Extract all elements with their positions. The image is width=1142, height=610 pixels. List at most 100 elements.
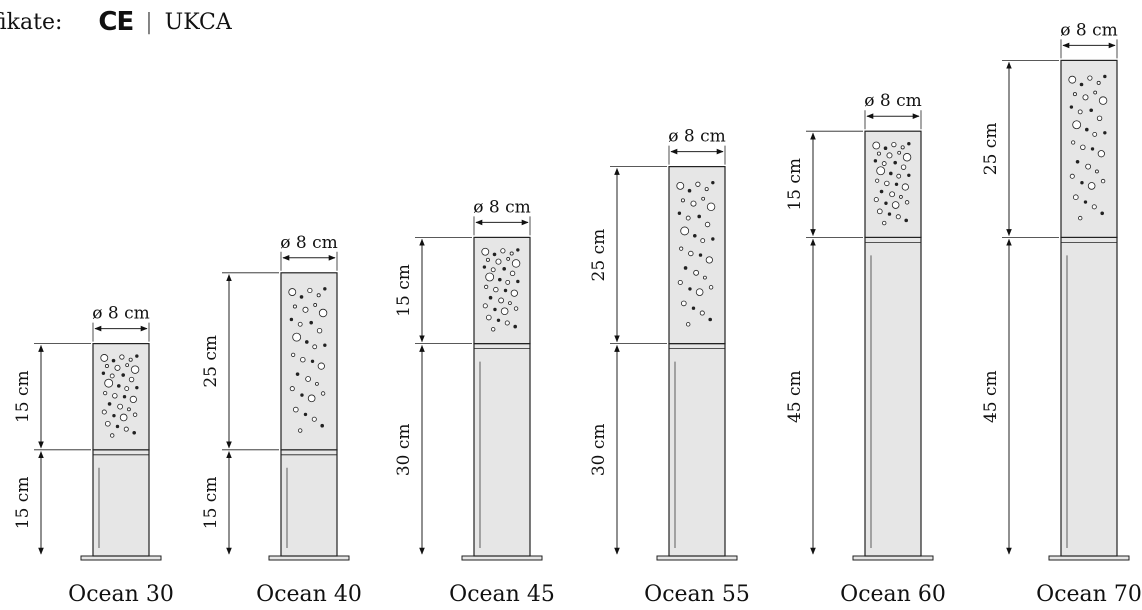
diameter-label: ø 8 cm	[92, 304, 150, 324]
bubble-hole	[129, 395, 137, 404]
light-head	[280, 272, 338, 451]
bubble-hole	[884, 180, 890, 187]
bubble-hole	[876, 151, 881, 156]
diameter-label: ø 8 cm	[280, 233, 338, 253]
bubble-hole	[679, 246, 684, 251]
bollard-4: ø 8 cm 25 cm 30 cm Ocean 55	[589, 127, 750, 607]
bubble-hole	[135, 354, 139, 358]
bubble-hole	[132, 412, 138, 417]
bubble-hole	[101, 409, 107, 415]
bubble-hole	[1100, 178, 1106, 184]
post-body	[864, 236, 922, 557]
bubble-hole	[1097, 150, 1105, 158]
bubble-hole	[315, 381, 319, 386]
bubble-hole	[876, 166, 886, 176]
bubble-hole	[1087, 182, 1096, 190]
bubble-hole	[1087, 75, 1093, 81]
bubble-hole	[703, 275, 707, 280]
bubble-hole	[292, 332, 302, 342]
bubble-hole	[493, 307, 497, 312]
bubble-hole	[904, 218, 908, 223]
bubble-hole	[1095, 169, 1099, 174]
bubble-hole	[872, 141, 881, 150]
bubble-hole	[291, 352, 296, 357]
bubble-hole	[112, 413, 116, 418]
bubble-hole	[1069, 105, 1074, 109]
bubble-hole	[307, 287, 313, 294]
product-name: Ocean 45	[449, 582, 555, 607]
bubble-hole	[680, 198, 685, 203]
bubble-hole	[882, 220, 887, 226]
bubble-hole	[117, 384, 121, 388]
product-name: Ocean 30	[68, 582, 174, 607]
bubble-hole	[1082, 94, 1089, 101]
bubble-hole	[1072, 120, 1082, 130]
bubble-hole	[299, 295, 304, 299]
bubble-hole	[485, 257, 490, 262]
bubble-hole	[708, 285, 714, 290]
head-height-label: 15 cm	[394, 264, 414, 317]
bubble-hole	[511, 259, 521, 268]
bubble-hole	[297, 321, 303, 327]
bubble-hole	[124, 386, 130, 391]
bubble-hole	[897, 150, 902, 155]
bubble-hole	[695, 181, 701, 187]
bubble-hole	[516, 279, 520, 284]
bubble-hole	[304, 340, 309, 344]
bollard-2: ø 8 cm 25 cm 15 cm Ocean 40	[201, 233, 362, 607]
head-height-label: 25 cm	[981, 123, 1001, 176]
bubble-hole	[498, 297, 505, 304]
bubble-hole	[484, 284, 489, 289]
bubble-hole	[881, 161, 887, 166]
bubble-hole	[130, 365, 140, 374]
post-body	[668, 343, 726, 557]
bubble-hole	[513, 306, 519, 311]
bubble-hole	[302, 306, 309, 313]
post-body	[473, 343, 531, 557]
certificates-row: fikate: CE | UKCA	[0, 2, 232, 42]
bubble-hole	[704, 187, 709, 192]
bubble-hole	[688, 250, 694, 257]
bubble-hole	[491, 327, 496, 332]
bubble-hole	[313, 303, 318, 307]
bubble-hole	[513, 324, 517, 329]
certificates-label: fikate:	[0, 9, 63, 35]
post-body	[92, 449, 150, 557]
bubble-hole	[701, 196, 706, 201]
bubble-hole	[680, 226, 690, 236]
bubble-hole	[699, 310, 705, 316]
bollard-3: ø 8 cm 15 cm 30 cm Ocean 45	[394, 197, 555, 607]
bubble-hole	[510, 289, 518, 297]
bubble-hole	[295, 372, 300, 376]
bubble-hole	[119, 354, 125, 360]
bubble-hole	[289, 317, 294, 322]
bubble-hole	[105, 420, 111, 427]
bubble-hole	[320, 391, 326, 396]
post-height-label: 45 cm	[981, 370, 1001, 423]
bubble-hole	[500, 307, 509, 316]
product-name: Ocean 40	[256, 582, 362, 607]
bubble-hole	[677, 279, 683, 285]
bubble-hole	[509, 270, 516, 277]
post-height-label: 30 cm	[394, 423, 414, 476]
bubble-hole	[884, 201, 888, 205]
bubble-hole	[873, 197, 879, 203]
product-name: Ocean 70	[1036, 582, 1142, 607]
head-height-label: 25 cm	[201, 335, 221, 388]
bubble-hole	[899, 195, 903, 199]
bollard-5: ø 8 cm 15 cm 45 cm Ocean 60	[785, 91, 946, 607]
bubble-hole	[706, 202, 716, 211]
bubble-hole	[697, 214, 701, 219]
bubble-hole	[704, 221, 711, 228]
bubble-hole	[316, 293, 321, 298]
bubble-hole	[1083, 200, 1088, 204]
post-height-label: 30 cm	[589, 423, 609, 476]
bubble-hole	[1080, 144, 1086, 150]
bubble-hole	[310, 359, 315, 363]
bubble-hole	[676, 181, 685, 190]
bubble-hole	[883, 146, 888, 151]
bubble-hole	[292, 406, 299, 413]
bubble-hole	[490, 267, 496, 273]
bubble-hole	[104, 364, 109, 369]
bubble-hole	[1072, 92, 1077, 97]
